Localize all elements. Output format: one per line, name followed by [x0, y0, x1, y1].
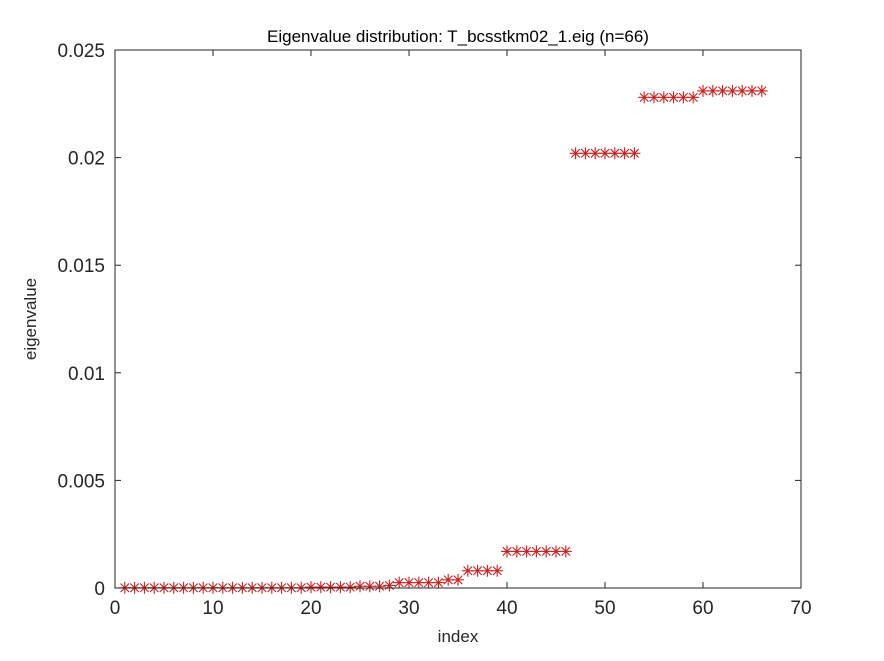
- plot-frame: [114, 49, 802, 589]
- data-point: [687, 91, 700, 104]
- plot-area: [115, 50, 801, 588]
- x-tick-label: 50: [594, 598, 615, 619]
- axis-tick-labels: 0 10 20 30 40 50 60 70 0 0.005 0.01 0.015 0.02 0.025: [57, 41, 811, 619]
- y-tick-label: 0.01: [68, 364, 105, 385]
- y-tick-label: 0.015: [57, 256, 105, 277]
- data-point: [755, 84, 768, 97]
- y-tick-label: 0.025: [57, 41, 105, 62]
- data-point: [599, 147, 611, 160]
- data-point: [589, 147, 602, 160]
- data-point: [608, 147, 621, 160]
- x-tick-label: 0: [110, 598, 121, 619]
- chart-title: Eigenvalue distribution: T_bcsstkm02_1.e…: [267, 27, 649, 46]
- data-point: [324, 581, 337, 594]
- x-tick-label: 30: [398, 598, 419, 619]
- data-point: [354, 580, 366, 593]
- data-point: [491, 564, 504, 577]
- data-point: [432, 576, 445, 589]
- x-tick-label: 20: [300, 598, 321, 619]
- data-point: [559, 545, 572, 558]
- y-tick-label: 0.02: [68, 149, 105, 170]
- y-tick-label: 0: [94, 579, 105, 600]
- data-point: [344, 581, 357, 594]
- x-axis-label: index: [438, 627, 479, 646]
- data-point: [697, 84, 709, 97]
- data-point: [452, 573, 464, 586]
- x-tick-label: 70: [790, 598, 811, 619]
- data-point: [628, 147, 641, 160]
- data-point: [569, 147, 582, 160]
- x-tick-label: 10: [202, 598, 223, 619]
- data-point: [383, 579, 396, 592]
- y-axis-label: eigenvalue: [21, 278, 40, 360]
- data-point: [706, 84, 719, 97]
- x-tick-label: 40: [496, 598, 517, 619]
- x-tick-label: 60: [692, 598, 713, 619]
- data-point: [550, 545, 562, 558]
- data-point: [530, 545, 543, 558]
- data-point: [373, 580, 386, 593]
- data-point: [442, 573, 455, 586]
- y-tick-label: 0.005: [57, 471, 105, 492]
- data-point: [648, 91, 660, 104]
